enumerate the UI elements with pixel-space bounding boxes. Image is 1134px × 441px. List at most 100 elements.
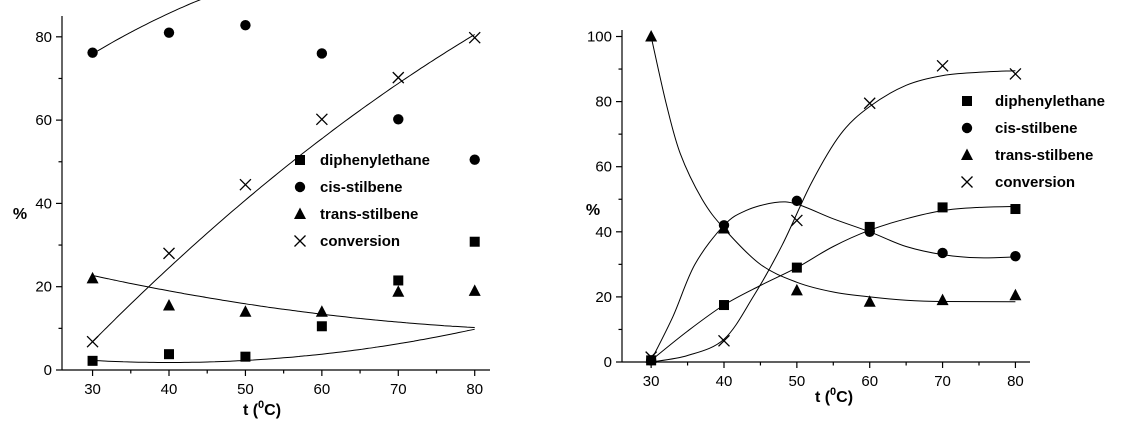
legend-symbol-cis-stilbene — [294, 181, 306, 193]
fit-curve-trans-stilbene — [92, 275, 475, 328]
data-point-trans-stilbene — [86, 271, 99, 284]
y-tick-label: 0 — [604, 354, 612, 371]
data-point-conversion — [790, 214, 803, 227]
data-point-diphenylethane — [1010, 204, 1021, 215]
y-tick-label: 60 — [595, 159, 612, 176]
y-axis-label: % — [13, 206, 27, 223]
data-point-trans-stilbene — [239, 305, 252, 317]
series-conversion — [86, 31, 481, 348]
legend-symbol-cis-stilbene — [961, 122, 973, 134]
series-trans-stilbene — [645, 30, 1022, 307]
data-point-cis-stilbene — [791, 195, 803, 207]
legend-entry-trans-stilbene: trans-stilbene — [995, 147, 1093, 164]
legend-entry-conversion: conversion — [995, 174, 1075, 191]
legend-symbol-diphenylethane — [295, 155, 305, 165]
x-axis-label-main: t ( — [815, 389, 831, 406]
x-axis-label-superscript: 0 — [258, 399, 264, 411]
legend-symbol-trans-stilbene — [294, 207, 306, 219]
data-point-cis-stilbene — [316, 48, 328, 59]
y-tick-label: 80 — [595, 94, 612, 111]
data-point-conversion — [468, 31, 481, 44]
y-axis-label: % — [586, 202, 600, 219]
data-point-cis-stilbene — [645, 355, 657, 366]
data-point-cis-stilbene — [393, 114, 404, 125]
legend-symbol-trans-stilbene — [961, 148, 973, 160]
legend-entry-diphenylethane: diphenylethane — [320, 152, 430, 169]
data-point-conversion — [163, 247, 175, 260]
data-point-diphenylethane — [393, 275, 404, 286]
data-point-diphenylethane — [937, 202, 948, 213]
data-point-trans-stilbene — [392, 285, 405, 297]
data-point-conversion — [1009, 67, 1022, 80]
data-point-conversion — [392, 71, 405, 84]
y-tick-label: 40 — [35, 195, 52, 212]
data-point-conversion — [863, 97, 876, 110]
data-point-trans-stilbene — [315, 305, 328, 317]
legend: diphenylethane cis-stilbene trans-stilbene… — [294, 152, 430, 250]
y-tick-label: 40 — [595, 224, 612, 241]
y-tick-label: 80 — [35, 29, 52, 46]
data-point-trans-stilbene — [163, 298, 175, 311]
data-point-cis-stilbene — [163, 27, 175, 38]
legend-symbol-conversion — [961, 176, 973, 188]
fit-curve-cis-stilbene — [650, 201, 1016, 361]
data-point-trans-stilbene — [936, 293, 949, 306]
data-point-conversion — [936, 59, 949, 72]
series-cis-stilbene — [645, 195, 1021, 366]
legend: diphenylethane cis-stilbene trans-stilbene… — [961, 93, 1105, 191]
data-point-diphenylethane — [87, 355, 98, 366]
data-point-diphenylethane — [240, 351, 251, 362]
data-point-trans-stilbene — [790, 283, 803, 296]
series-diphenylethane — [646, 202, 1021, 366]
x-tick-label: 40 — [161, 381, 178, 398]
data-point-conversion — [239, 178, 252, 191]
fit-curve-diphenylethane — [650, 205, 1016, 361]
data-point-cis-stilbene — [937, 247, 948, 259]
data-point-trans-stilbene — [1009, 288, 1022, 301]
legend-entry-conversion: conversion — [320, 233, 400, 250]
data-point-diphenylethane — [164, 349, 174, 360]
x-tick-label: 50 — [789, 373, 806, 390]
data-point-conversion — [315, 113, 328, 126]
y-tick-label: 60 — [35, 112, 52, 129]
data-point-cis-stilbene — [469, 154, 480, 165]
fit-curve-cis-stilbene — [92, 0, 201, 55]
x-axis-label-unit: C) — [836, 389, 853, 406]
fit-curve-conversion — [651, 70, 1016, 363]
data-point-trans-stilbene — [468, 284, 481, 296]
data-point-conversion — [645, 351, 658, 364]
data-point-trans-stilbene — [863, 295, 876, 307]
legend-entry-trans-stilbene: trans-stilbene — [320, 206, 418, 223]
data-point-cis-stilbene — [1010, 251, 1021, 262]
x-tick-label: 70 — [390, 381, 407, 398]
y-tick-label: 20 — [595, 289, 612, 306]
data-point-diphenylethane — [469, 236, 480, 247]
series-diphenylethane — [87, 236, 480, 366]
series-cis-stilbene — [87, 0, 480, 165]
x-tick-label: 60 — [861, 373, 878, 390]
x-axis-label-unit: C) — [264, 402, 281, 419]
legend-entry-cis-stilbene: cis-stilbene — [995, 120, 1078, 137]
x-tick-label: 80 — [466, 381, 483, 398]
legend-symbol-conversion — [294, 235, 306, 247]
data-point-diphenylethane — [719, 300, 729, 311]
x-tick-label: 30 — [643, 373, 660, 390]
data-point-conversion — [718, 334, 730, 347]
data-point-conversion — [86, 335, 99, 348]
x-axis-label-superscript: 0 — [830, 386, 836, 398]
legend-symbol-diphenylethane — [962, 96, 972, 106]
data-point-cis-stilbene — [87, 47, 98, 58]
data-point-diphenylethane — [791, 262, 802, 273]
data-point-diphenylethane — [316, 321, 327, 332]
series-trans-stilbene — [86, 271, 481, 328]
y-tick-label: 100 — [587, 29, 612, 46]
fit-curve-diphenylethane — [92, 328, 475, 363]
x-axis-label: t (0C) — [243, 399, 281, 419]
data-point-cis-stilbene — [864, 226, 875, 238]
x-tick-label: 60 — [314, 381, 331, 398]
x-axis-label-main: t ( — [243, 402, 259, 419]
data-point-trans-stilbene — [645, 30, 658, 42]
fit-curve-trans-stilbene — [650, 36, 1016, 303]
